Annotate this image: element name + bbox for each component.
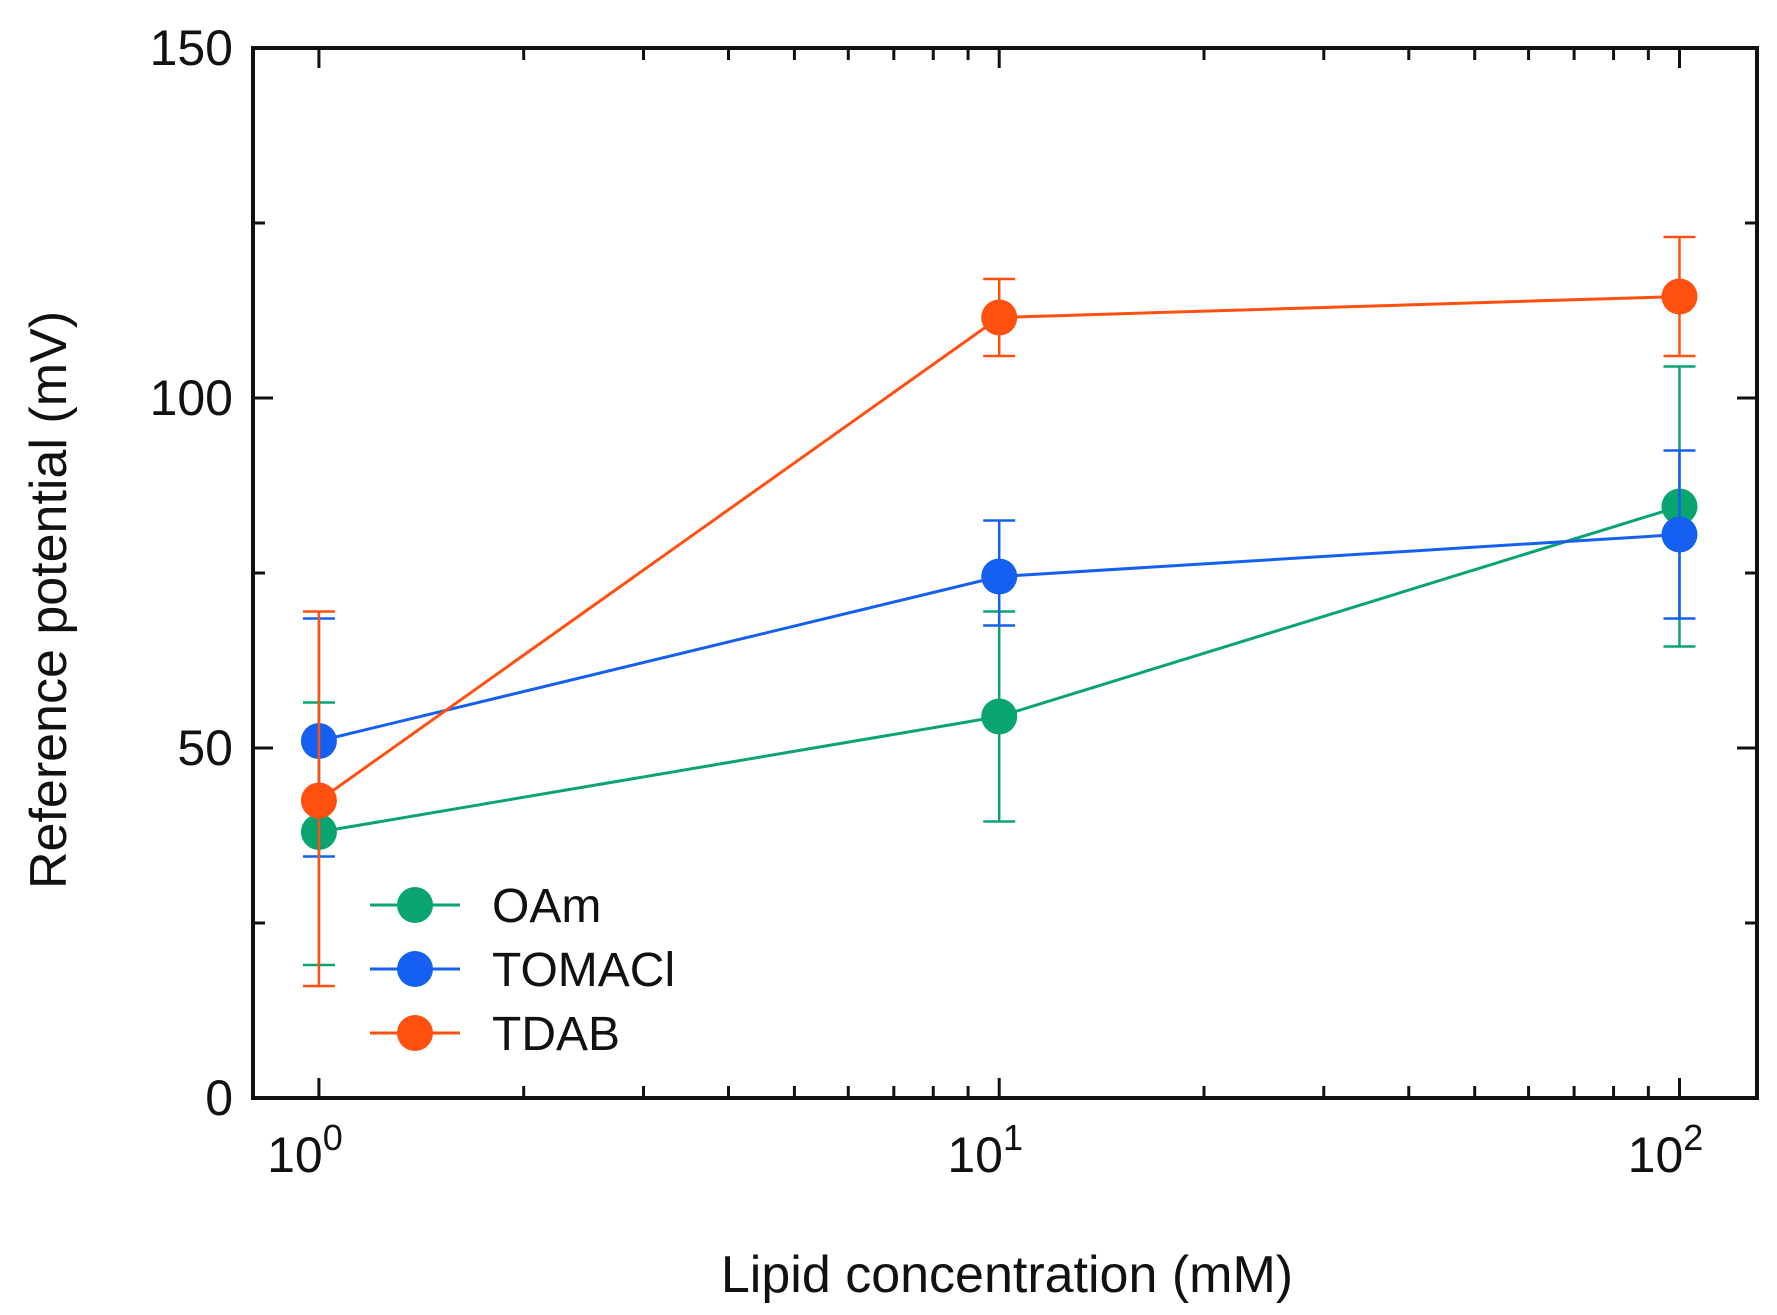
data-point (1661, 516, 1698, 553)
x-tick-label: 102 (1628, 1117, 1704, 1183)
legend-label: OAm (492, 880, 601, 933)
y-tick-label: 0 (205, 1070, 233, 1126)
x-axis-label: Lipid concentration (mM) (721, 1246, 1293, 1304)
axes: 0 50 100 150 100 101 102 (150, 20, 1759, 1183)
y-tick-label: 100 (150, 370, 233, 426)
series-tdab (300, 235, 1698, 988)
data-point (300, 782, 337, 819)
x-tick-label: 100 (267, 1117, 343, 1183)
legend-label: TDAB (492, 1008, 620, 1061)
data-point (981, 558, 1018, 595)
legend: OAm TOMACl TDAB (370, 880, 675, 1061)
y-axis-label: Reference potential (mV) (20, 311, 78, 889)
data-point (1661, 278, 1698, 315)
data-point (981, 299, 1018, 336)
data-point (981, 698, 1018, 735)
series-layer (300, 235, 1698, 988)
y-tick-label: 50 (177, 720, 233, 776)
series-tomacl (300, 449, 1698, 858)
y-tick-label: 150 (150, 20, 233, 76)
legend-label: TOMACl (492, 944, 675, 997)
legend-marker (397, 951, 433, 987)
legend-marker (397, 1015, 433, 1051)
x-tick-label: 101 (947, 1117, 1023, 1183)
legend-marker (397, 887, 433, 923)
